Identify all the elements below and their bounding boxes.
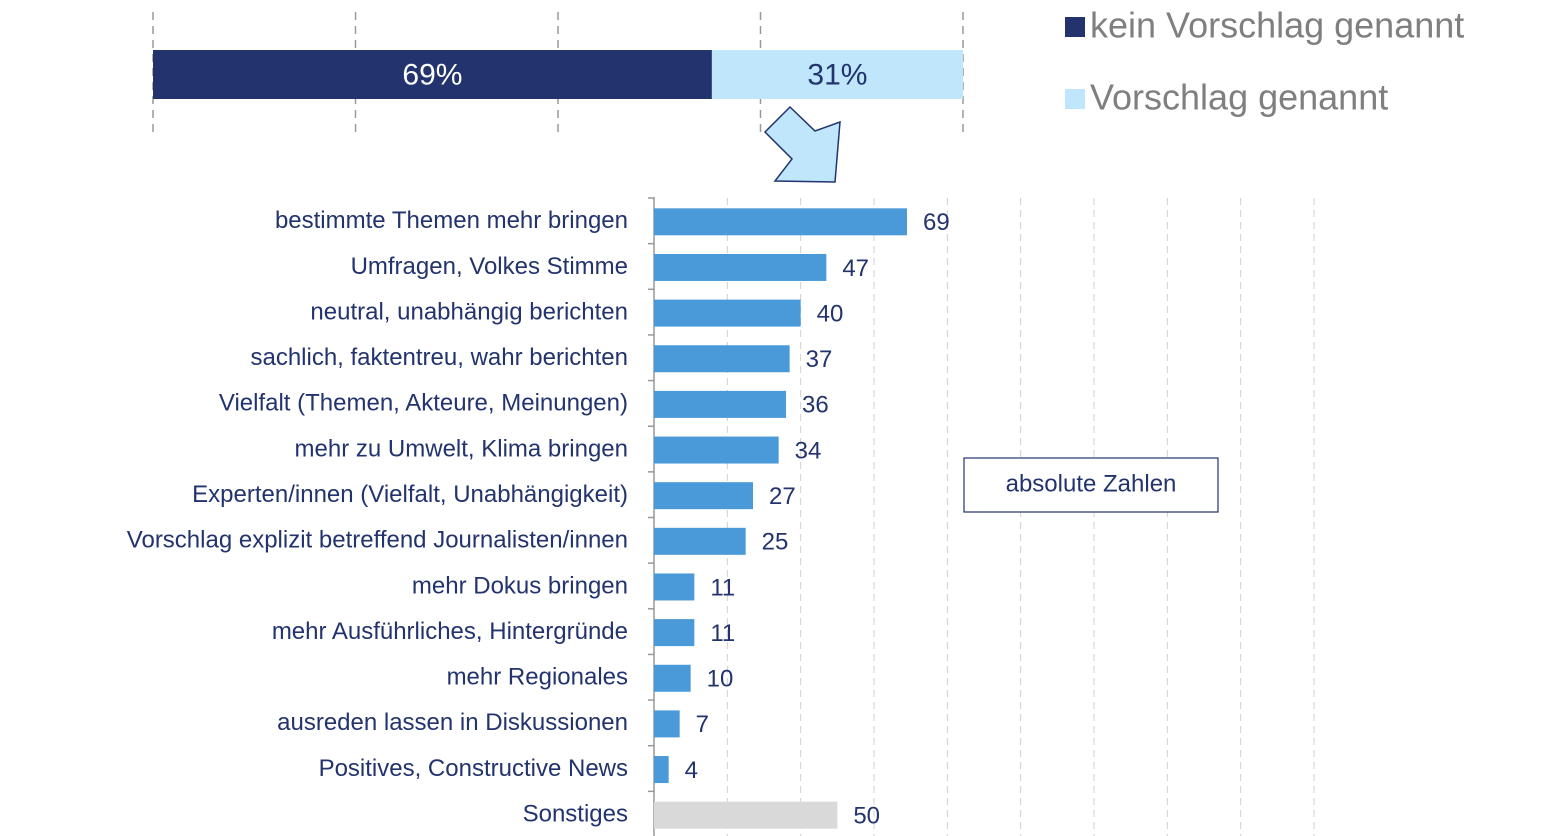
category-label: mehr zu Umwelt, Klima bringen — [295, 435, 628, 462]
bar — [654, 253, 827, 281]
category-label: mehr Regionales — [447, 664, 628, 691]
category-label: Sonstiges — [523, 801, 628, 828]
category-label: sachlich, faktentreu, wahr berichten — [250, 344, 628, 371]
bar — [654, 436, 779, 464]
category-label: mehr Dokus bringen — [412, 572, 628, 599]
bar — [654, 482, 753, 510]
legend-label: kein Vorschlag genannt — [1090, 5, 1464, 46]
value-label: 50 — [853, 803, 880, 830]
legend-swatch — [1065, 17, 1085, 37]
bar — [654, 299, 801, 327]
value-label: 10 — [707, 666, 734, 693]
category-label: bestimmte Themen mehr bringen — [275, 207, 628, 234]
value-label: 7 — [696, 711, 709, 738]
bar — [654, 801, 838, 829]
category-label: Vorschlag explizit betreffend Journalist… — [127, 527, 628, 554]
value-label: 25 — [762, 529, 789, 556]
value-label: 31% — [807, 58, 867, 91]
bar — [654, 390, 786, 418]
annotation: absolute Zahlen — [1006, 470, 1177, 497]
value-label: 11 — [710, 620, 735, 647]
bar — [654, 756, 669, 784]
value-label: 69 — [923, 209, 950, 236]
value-label: 37 — [806, 346, 833, 373]
category-label: Experten/innen (Vielfalt, Unabhängigkeit… — [192, 481, 628, 508]
value-label: 4 — [685, 757, 698, 784]
bar — [654, 619, 695, 647]
value-label: 11 — [710, 574, 735, 601]
category-label: neutral, unabhängig berichten — [310, 298, 628, 325]
bar — [654, 208, 907, 236]
value-label: 69% — [402, 58, 462, 91]
value-label: 47 — [842, 255, 869, 282]
bar-segment — [711, 50, 963, 99]
bar — [654, 527, 746, 555]
value-label: 34 — [795, 437, 822, 464]
arrow — [763, 105, 841, 183]
category-label: Vielfalt (Themen, Akteure, Meinungen) — [219, 390, 628, 417]
value-label: 27 — [769, 483, 796, 510]
legend-swatch — [1065, 89, 1085, 109]
value-label: 36 — [802, 392, 829, 419]
category-label: Umfragen, Volkes Stimme — [351, 253, 628, 280]
bar — [654, 664, 691, 692]
bar — [654, 345, 790, 373]
category-label: mehr Ausführliches, Hintergründe — [272, 618, 628, 645]
category-label: Positives, Constructive News — [319, 755, 628, 782]
bar — [654, 573, 695, 601]
category-label: ausreden lassen in Diskussionen — [277, 709, 628, 736]
bar-segment — [153, 50, 712, 99]
legend-label: Vorschlag genannt — [1090, 77, 1388, 118]
value-label: 40 — [817, 300, 844, 327]
bar — [654, 710, 680, 738]
annotation-box — [963, 457, 1219, 513]
